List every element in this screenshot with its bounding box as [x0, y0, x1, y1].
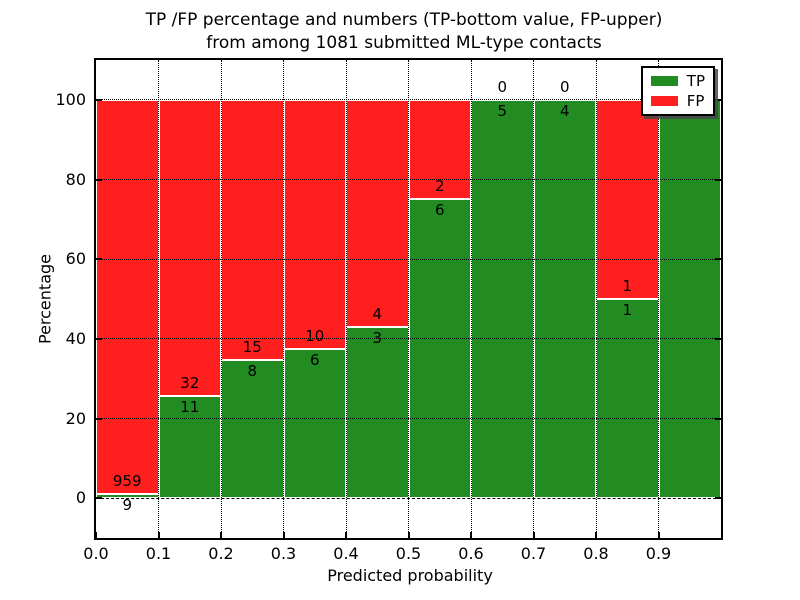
bar-segment-fp: [283, 99, 346, 349]
y-axis-tick: [96, 98, 102, 101]
bar-value-label-fp: 1: [622, 277, 633, 295]
bar-segment-fp: [596, 99, 659, 299]
bar-value-label-tp: 3: [372, 329, 383, 348]
y-tick-label: 40: [65, 328, 86, 348]
gridline-vertical: [595, 60, 597, 538]
y-tick-label: 0: [75, 488, 86, 508]
legend-swatch-tp: [650, 76, 678, 86]
bar-segment-tp: [533, 99, 596, 499]
bar-value-label-fp: 2: [434, 177, 445, 196]
gridline-vertical: [345, 60, 347, 538]
y-axis-tick: [96, 497, 102, 500]
x-axis-tick: [470, 532, 472, 538]
legend-item: FP: [650, 92, 705, 110]
y-axis-tick: [96, 417, 102, 420]
x-tick-label: 0.1: [145, 544, 172, 563]
x-tick-label: 0.4: [333, 544, 359, 563]
bar-value-label-tp: 4: [559, 101, 570, 120]
legend-label: TP: [686, 72, 705, 90]
y-tick-label: 100: [55, 89, 86, 109]
x-tick-label: 0.7: [520, 544, 547, 563]
gridline-vertical: [408, 60, 409, 538]
y-tick-label: 60: [65, 249, 86, 269]
y-axis-tick: [715, 178, 721, 181]
bar-value-label-tp: 1: [622, 301, 633, 319]
x-axis-tick: [220, 532, 222, 538]
chart-title-line2: from among 1081 submitted ML-type contac…: [206, 33, 602, 53]
y-axis-tick: [715, 258, 721, 261]
x-axis-tick: [345, 532, 347, 538]
legend-swatch-fp: [650, 96, 678, 106]
bar-segment-fp: [346, 99, 409, 328]
chart-title: TP /FP percentage and numbers (TP-bottom…: [0, 9, 800, 55]
bar-value-label-fp: 15: [242, 337, 262, 356]
y-axis-tick: [715, 337, 721, 340]
bar-value-label-tp: 5: [497, 101, 508, 120]
x-tick-label: 0.8: [583, 544, 609, 563]
bar-segment-fp: [96, 99, 159, 495]
bar-value-label-fp: 32: [180, 374, 200, 393]
bar-value-label-fp: 10: [305, 326, 325, 345]
bar-segment-tp: [221, 359, 284, 499]
bar-value-label-tp: 6: [434, 201, 445, 220]
bar-value-label-tp: 11: [180, 398, 200, 417]
x-axis-tick: [657, 532, 660, 538]
x-tick-label: 0.3: [270, 544, 297, 563]
gridline-vertical: [220, 60, 222, 538]
x-axis-tick: [95, 532, 97, 538]
y-axis-tick: [715, 417, 721, 420]
bar-value-label-fp: 0: [497, 77, 508, 96]
x-axis-tick: [595, 532, 597, 538]
y-tick-label: 20: [65, 408, 86, 428]
legend-label: FP: [686, 92, 705, 110]
bar-segment-tp: [658, 99, 721, 499]
y-tick-label: 80: [65, 169, 86, 189]
chart-title-line1: TP /FP percentage and numbers (TP-bottom…: [145, 10, 663, 30]
legend-item: TP: [650, 72, 705, 90]
x-axis-tick: [407, 532, 410, 538]
bar-value-label-tp: 8: [247, 361, 258, 380]
x-tick-label: 0.9: [645, 544, 672, 563]
bar-value-label-fp: 959: [112, 472, 142, 491]
bar-value-label-tp: 6: [309, 350, 320, 369]
gridline-vertical: [658, 60, 659, 538]
bar-value-label-tp: 9: [122, 496, 133, 515]
bar-segment-tp: [596, 299, 659, 499]
bar-segment-tp: [283, 348, 346, 499]
gridline-vertical: [533, 60, 534, 538]
y-axis-tick: [715, 497, 721, 500]
bar-value-label-fp: 4: [372, 305, 383, 324]
x-tick-label: 0.5: [395, 544, 422, 563]
x-axis-tick: [282, 532, 285, 538]
bar-segment-fp: [158, 99, 221, 397]
gridline-vertical: [283, 60, 284, 538]
x-axis-tick: [157, 532, 160, 538]
x-tick-label: 0.2: [208, 544, 234, 563]
bar-value-label-fp: 0: [559, 77, 570, 96]
x-tick-label: 0.0: [83, 544, 109, 563]
y-axis-tick: [715, 98, 721, 101]
y-axis-tick: [96, 178, 102, 181]
legend: TP FP: [640, 66, 715, 116]
gridline-vertical: [158, 60, 159, 538]
x-axis-label: Predicted probability: [327, 566, 493, 585]
x-axis-tick: [532, 532, 535, 538]
y-axis-tick: [96, 258, 102, 261]
bar-segment-tp: [346, 327, 409, 499]
bar-segment-tp: [408, 199, 471, 499]
gridline-vertical: [470, 60, 472, 538]
y-axis-tick: [96, 337, 102, 340]
bar-segment-tp: [471, 99, 534, 499]
bar-segment-fp: [221, 99, 284, 360]
x-tick-label: 0.6: [458, 544, 484, 563]
